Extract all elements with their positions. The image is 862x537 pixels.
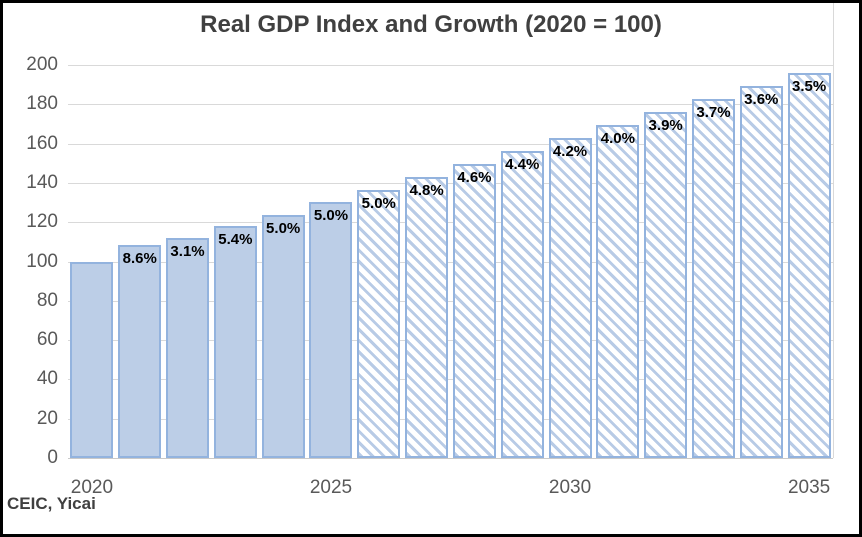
y-tick-label-100: 100	[26, 250, 58, 272]
bar-2031: 4.0%	[596, 125, 640, 458]
x-tick-label-2030: 2030	[548, 477, 592, 498]
bar-2025: 5.0%	[309, 202, 353, 458]
gridline-80	[68, 300, 833, 302]
y-tick-label-40: 40	[36, 368, 58, 390]
growth-label-2032: 3.9%	[648, 117, 683, 135]
bar-2033: 3.7%	[691, 99, 735, 458]
gridline-140	[68, 182, 833, 184]
growth-label-2021: 8.6%	[122, 249, 157, 267]
bar-2034: 3.6%	[739, 86, 783, 458]
bar-2035: 3.5%	[787, 73, 831, 458]
growth-label-2035: 3.5%	[791, 78, 827, 96]
bar-2022: 3.1%	[166, 237, 210, 458]
gridline-60	[68, 340, 833, 342]
gridline-120	[68, 222, 833, 224]
growth-label-2034: 3.6%	[744, 91, 779, 109]
growth-label-2031: 4.0%	[600, 130, 635, 148]
y-tick-label-20: 20	[36, 407, 58, 429]
growth-label-2033: 3.7%	[696, 104, 731, 122]
chart-title: Real GDP Index and Growth (2020 = 100)	[200, 11, 662, 38]
x-tick-label-2020: 2020	[70, 477, 114, 498]
growth-label-2030: 4.2%	[552, 142, 588, 160]
growth-label-2029: 4.4%	[505, 155, 540, 173]
bar-2023: 5.4%	[213, 226, 257, 458]
gridline-20	[68, 418, 833, 420]
y-tick-label-80: 80	[36, 289, 58, 311]
growth-label-2027: 4.8%	[409, 181, 444, 199]
bar-2029: 4.4%	[500, 150, 544, 458]
bar-2030: 4.2%	[548, 137, 592, 458]
x-tick-label-2025: 2025	[309, 477, 353, 498]
source-note: CEIC, Yicai	[7, 494, 96, 513]
plot-area: 8.6% 3.1% 5.4% 5.0% 5.0% 5.0% 4.8% 4.6% 4.4% 4.2%…	[68, 65, 833, 459]
bar-2028: 4.6%	[452, 163, 496, 458]
gridline-160	[68, 143, 833, 145]
y-tick-label-200: 200	[26, 54, 58, 75]
bar-2026: 5.0%	[357, 189, 401, 458]
bar-2032: 3.9%	[644, 112, 688, 458]
gridline-0	[68, 458, 833, 459]
y-tick-label-120: 120	[26, 211, 58, 233]
bar-2020	[70, 261, 114, 458]
y-tick-label-140: 140	[26, 171, 58, 193]
bar-2027: 4.8%	[405, 176, 449, 458]
growth-label-2028: 4.6%	[457, 168, 492, 186]
plot-right-frame-line	[833, 3, 834, 458]
gridline-200	[68, 65, 833, 66]
gridline-100	[68, 261, 833, 263]
bar-2021: 8.6%	[118, 244, 162, 458]
growth-label-2025: 5.0%	[313, 207, 349, 225]
y-tick-label-60: 60	[36, 329, 58, 351]
y-tick-label-160: 160	[26, 132, 58, 154]
y-tick-label-180: 180	[26, 93, 58, 115]
gridline-40	[68, 379, 833, 381]
bar-2024: 5.0%	[261, 214, 305, 458]
growth-label-2023: 5.4%	[218, 231, 253, 249]
growth-label-2024: 5.0%	[266, 219, 301, 237]
gridline-180	[68, 104, 833, 106]
growth-label-2022: 3.1%	[170, 242, 205, 260]
x-tick-label-2035: 2035	[787, 477, 831, 498]
y-tick-label-0: 0	[47, 447, 58, 468]
growth-label-2026: 5.0%	[361, 194, 396, 212]
